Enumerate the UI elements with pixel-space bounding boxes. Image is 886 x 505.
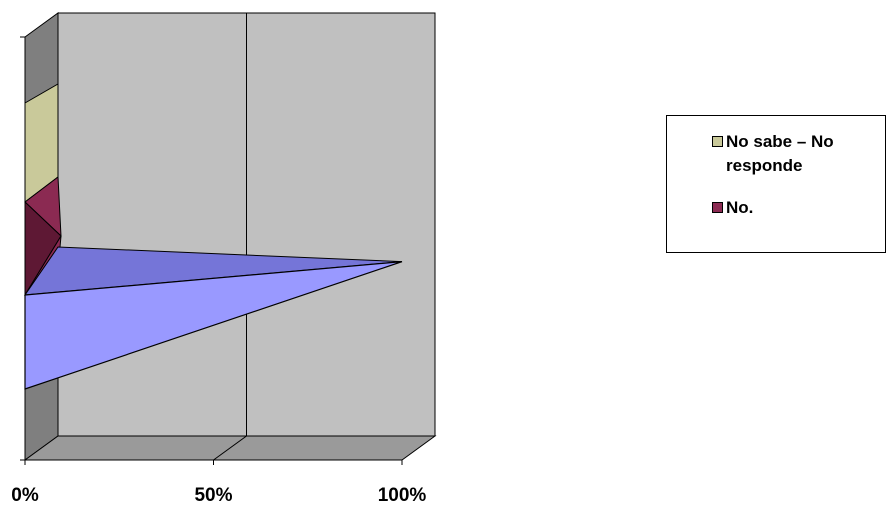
legend: No sabe – No responde No. <box>666 115 886 253</box>
chart-marks <box>23 83 403 390</box>
x-tick-label-2: 100% <box>378 485 427 505</box>
x-axis: 0% 50% 100% <box>11 36 427 505</box>
legend-item-no-sabe: No sabe – No responde <box>712 130 846 178</box>
legend-item-no: No. <box>712 196 846 220</box>
legend-swatch-no-sabe <box>712 136 723 147</box>
chart-walls <box>23 12 437 461</box>
x-tick-label-1: 50% <box>194 485 232 505</box>
legend-label-no-sabe: No sabe – No responde <box>726 132 834 175</box>
legend-swatch-no <box>712 202 723 213</box>
x-tick-label-0: 0% <box>11 485 39 505</box>
gridline-50 <box>213 13 247 461</box>
legend-label-no: No. <box>726 198 754 217</box>
